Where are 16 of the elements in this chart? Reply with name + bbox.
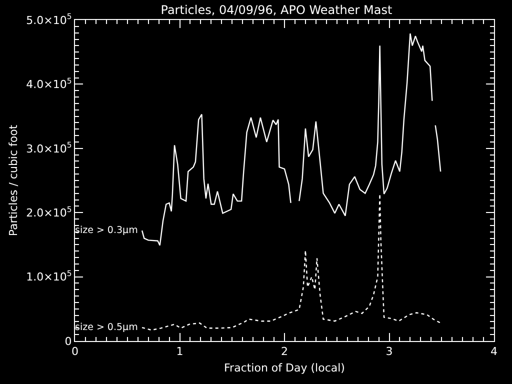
chart-title: Particles, 04/09/96, APO Weather Mast: [160, 3, 392, 18]
line-series: [141, 193, 442, 331]
y-axis-title: Particles / cubic foot: [6, 124, 20, 236]
y-tick-label: 2.0×10$^{5}$: [26, 204, 72, 220]
y-tick-label: 1.0×10$^{5}$: [26, 269, 72, 284]
y-tick-label: 3.0×10$^{5}$: [26, 140, 72, 156]
series-label: size > 0.3μm: [75, 225, 138, 236]
x-tick-label: 1: [176, 345, 184, 358]
y-tick-label: 4.0×10$^{5}$: [26, 76, 72, 92]
x-tick-label: 3: [386, 345, 393, 358]
y-tick-label: 0: [64, 334, 72, 348]
y-tick-label: 5.0×10$^{5}$: [26, 12, 72, 27]
x-axis-title: Fraction of Day (local): [224, 361, 345, 374]
x-tick-label: 2: [281, 345, 288, 358]
series-label: size > 0.5μm: [75, 322, 138, 333]
x-tick-label: 4: [490, 345, 498, 358]
